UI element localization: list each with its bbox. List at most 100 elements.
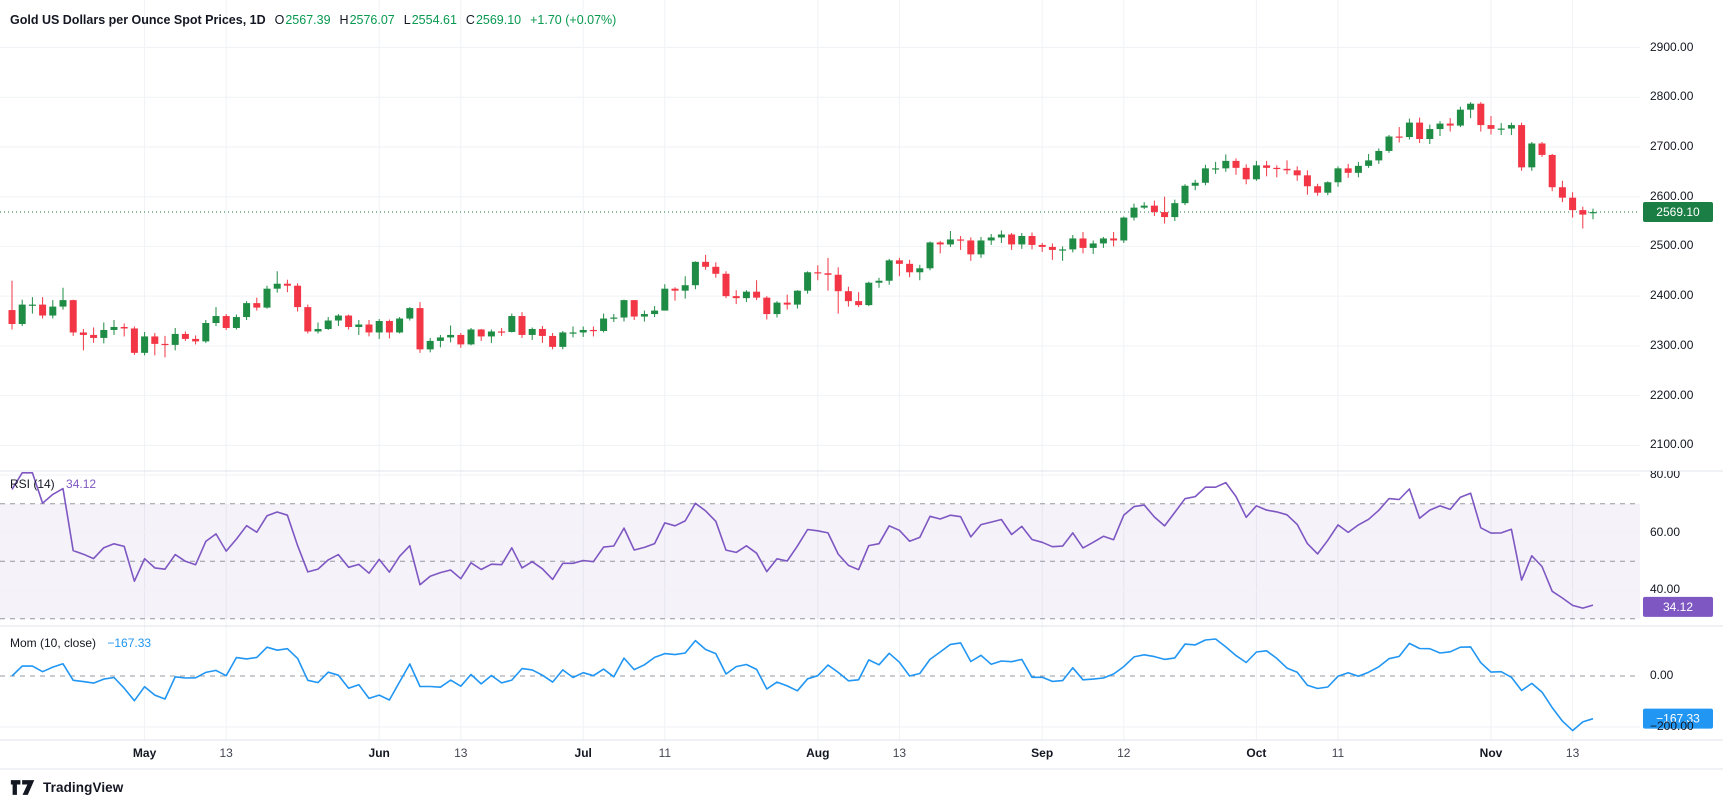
candle-body <box>610 317 618 319</box>
candle-body <box>1477 103 1485 126</box>
candle-body <box>844 291 852 302</box>
candle-body <box>1375 150 1383 161</box>
candle-body <box>691 261 699 286</box>
candle-body <box>681 285 689 291</box>
price-axis-tick: 2400.00 <box>1650 288 1694 303</box>
tradingview-brand-text: TradingView <box>43 779 124 795</box>
candle-body <box>1222 160 1230 169</box>
rsi-axis-tick: 60.00 <box>1650 524 1681 539</box>
candle-body <box>1099 238 1107 244</box>
candle-body <box>1456 109 1464 126</box>
ohlc-label: H <box>339 13 349 27</box>
candle-body <box>171 333 179 345</box>
candle-body <box>49 306 57 316</box>
candle-body <box>314 328 322 332</box>
time-axis-day-label: 11 <box>1331 746 1345 760</box>
candle-body <box>1558 187 1566 198</box>
ohlc-value: 2569.10 <box>475 13 522 27</box>
candle-body <box>661 288 669 311</box>
candle-body <box>1283 168 1291 171</box>
price-axis-tick: 2900.00 <box>1650 39 1694 54</box>
tradingview-logo-icon <box>10 779 36 796</box>
candle-body <box>855 301 863 306</box>
symbol-title: Gold US Dollars per Ounce Spot Prices, 1… <box>10 13 266 27</box>
candle-body <box>304 307 312 332</box>
candle-body <box>946 239 954 245</box>
price-axis-tick: 2700.00 <box>1650 138 1694 153</box>
candle-body <box>365 324 373 333</box>
candle-body <box>763 297 771 315</box>
candle-body <box>1365 160 1373 166</box>
candle-body <box>1497 128 1505 130</box>
candle-body <box>1569 197 1577 211</box>
rsi-axis[interactable]: 80.00 60.00 40.00 <box>1644 471 1723 626</box>
svg-text:34.12: 34.12 <box>1663 600 1693 614</box>
candle-body <box>1528 143 1536 168</box>
candle-body <box>1548 154 1556 188</box>
candle-body <box>1324 182 1332 193</box>
candle-body <box>518 316 526 335</box>
time-axis-day-label: 13 <box>1565 746 1580 760</box>
candle-body <box>90 334 98 338</box>
candle-body <box>804 272 812 291</box>
candle-body <box>283 283 291 286</box>
price-axis[interactable]: 2900.00 2800.00 2700.00 2600.00 2500.00 2400.… <box>1644 0 1723 471</box>
candle-body <box>834 274 842 292</box>
candle-body <box>1395 136 1403 138</box>
candle-body <box>263 288 271 308</box>
candle-body <box>987 237 995 241</box>
ohlc-label: L <box>403 13 411 27</box>
mom-title: Mom (10, close) <box>10 636 97 650</box>
last-price-badge: 2569.10 <box>1643 202 1713 223</box>
mom-axis-tick: 0.00 <box>1650 668 1674 682</box>
candle-body <box>1589 212 1597 214</box>
candle-body <box>447 334 455 338</box>
candle-body <box>1416 122 1424 140</box>
candle-body <box>1436 123 1444 130</box>
ohlc-value: 2554.61 <box>411 13 457 27</box>
candle-body <box>181 333 189 339</box>
price-axis-tick: 2600.00 <box>1650 188 1694 203</box>
time-axis[interactable]: May 13 Jun 13 Jul 11 Aug 13 Sep 12 Oct 11 Nov 13 <box>0 740 1723 769</box>
candle-body <box>161 343 169 346</box>
candle-body <box>1344 168 1352 173</box>
time-axis-month-label: Oct <box>1246 746 1267 760</box>
time-axis-month-label: May <box>132 746 157 760</box>
svg-text:2569.10: 2569.10 <box>1656 205 1700 219</box>
candle-body <box>742 291 750 299</box>
candle-body <box>477 329 485 337</box>
price-axis-tick: 2300.00 <box>1650 337 1694 352</box>
mom-value-badge: −167.33 <box>1643 708 1713 729</box>
candle-body <box>1079 238 1087 248</box>
candle-body <box>671 288 679 291</box>
candle-body <box>39 304 47 316</box>
candle-body <box>59 300 67 307</box>
candle-body <box>1201 168 1209 183</box>
candle-body <box>1487 125 1495 129</box>
time-axis-month-label: Aug <box>806 746 830 760</box>
candle-body <box>875 280 883 283</box>
rsi-value: 34.12 <box>66 477 97 491</box>
candle-body <box>375 321 383 333</box>
tradingview-attribution[interactable]: TradingView <box>10 775 123 799</box>
candle-body <box>1385 136 1393 151</box>
mom-axis-tick: −200.00 <box>1650 719 1694 733</box>
time-axis-day-label: 13 <box>219 746 233 760</box>
candle-body <box>273 283 281 289</box>
candle-body <box>926 242 934 269</box>
mom-axis[interactable]: 0.00 −200.00 <box>1644 626 1723 740</box>
candle-body <box>885 260 893 281</box>
candle-body <box>579 329 587 333</box>
candle-body <box>8 310 16 324</box>
change-value: +1.70 (+0.07%) <box>530 13 617 27</box>
candle-body <box>1018 235 1026 245</box>
time-axis-day-label: 11 <box>658 746 672 760</box>
candle-body <box>936 242 944 245</box>
candle-body <box>630 300 638 317</box>
candle-body <box>1314 186 1322 193</box>
candle-body <box>1354 165 1362 173</box>
candle-body <box>1405 122 1413 138</box>
candle-body <box>324 320 332 329</box>
